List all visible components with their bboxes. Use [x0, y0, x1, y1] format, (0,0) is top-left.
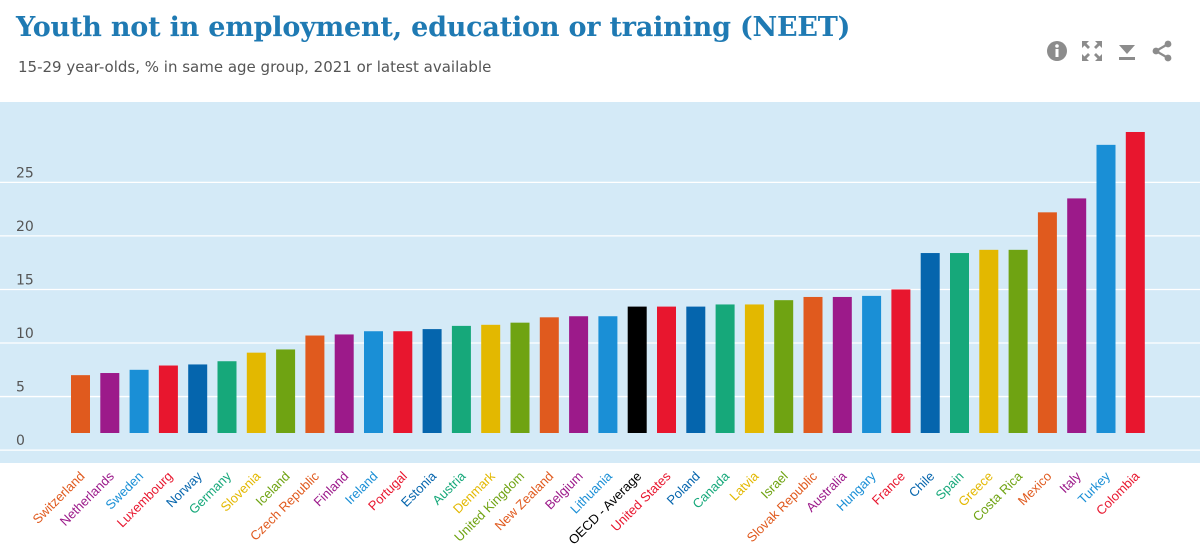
bar-denmark[interactable]: Denmark: 11.7	[481, 324, 501, 433]
bar-netherlands[interactable]: Netherlands: 7.2	[100, 373, 120, 433]
y-tick-label: 5	[16, 380, 25, 396]
download-icon	[1118, 44, 1135, 60]
info-icon	[1046, 40, 1067, 61]
bar-colombia[interactable]: Colombia: 29.7	[1125, 131, 1145, 433]
bar-latvia[interactable]: Latvia: 13.6	[744, 304, 764, 433]
chart-subtitle: 15-29 year-olds, % in same age group, 20…	[18, 58, 492, 76]
bar-estonia[interactable]: Estonia: 11.3	[422, 329, 442, 433]
y-tick-label: 10	[16, 326, 34, 342]
bar-lithuania[interactable]: Lithuania: 12.5	[598, 316, 618, 433]
y-tick-label: 0	[16, 433, 25, 449]
x-tick-label: France	[869, 469, 908, 508]
bar-belgium[interactable]: Belgium: 12.5	[569, 316, 589, 433]
bar-slovak-republic[interactable]: Slovak Republic: 14.3	[803, 296, 823, 433]
x-tick-label: Mexico	[1015, 469, 1055, 509]
share-icon	[1152, 40, 1171, 61]
bar-mexico[interactable]: Mexico: 22.2	[1037, 212, 1057, 433]
y-tick-label: 25	[16, 165, 34, 181]
x-tick-label: Chile	[906, 469, 938, 501]
bar-austria[interactable]: Austria: 11.6	[451, 325, 471, 433]
bar-portugal[interactable]: Portugal: 11.1	[393, 331, 413, 433]
bar-czech-republic[interactable]: Czech Republic: 10.7	[305, 335, 325, 433]
bar-australia[interactable]: Australia: 14.3	[832, 296, 852, 433]
y-axis-ticks: 0 5 10 15 20 25	[16, 165, 34, 449]
bars: Switzerland: 7 Netherlands: 7.2 Sweden: 7.…	[71, 131, 1145, 433]
bar-poland[interactable]: Poland: 13.4	[686, 306, 706, 433]
bar-switzerland[interactable]: Switzerland: 7	[71, 375, 90, 433]
bar-united-states[interactable]: United States: 13.4	[657, 306, 676, 433]
bar-hungary[interactable]: Hungary: 14.4	[862, 295, 882, 433]
x-axis-labels: SwitzerlandNetherlandsSwedenLuxembourgNo…	[29, 468, 1142, 547]
bar-luxembourg[interactable]: Luxembourg: 7.9	[158, 365, 178, 433]
bar-slovenia[interactable]: Slovenia: 9.1	[246, 352, 266, 433]
share-button[interactable]	[1149, 38, 1174, 63]
bar-new-zealand[interactable]: New Zealand: 12.4	[539, 317, 559, 433]
bar-spain[interactable]: Spain: 18.4	[950, 253, 969, 433]
bar-france[interactable]: France: 15	[891, 289, 911, 433]
bar-israel[interactable]: Israel: 14	[774, 300, 794, 433]
bar-turkey[interactable]: Turkey: 28.5	[1096, 144, 1116, 433]
download-button[interactable]	[1114, 38, 1139, 63]
bar-italy[interactable]: Italy: 23.5	[1067, 198, 1087, 433]
bar-norway[interactable]: Norway: 8	[188, 364, 208, 433]
bar-chile[interactable]: Chile: 18.4	[920, 253, 940, 433]
info-button[interactable]	[1044, 38, 1069, 63]
bar-oecd-average[interactable]: OECD - Average: 13.4	[627, 306, 647, 433]
y-tick-label: 15	[16, 272, 34, 288]
bar-sweden[interactable]: Sweden: 7.5	[129, 369, 149, 433]
bar-greece[interactable]: Greece: 18.7	[979, 249, 999, 433]
x-tick-label: Latvia	[726, 468, 762, 504]
expand-button[interactable]	[1079, 38, 1104, 63]
bar-finland[interactable]: Finland: 10.8	[334, 334, 354, 433]
chart-title: Youth not in employment, education or tr…	[16, 12, 851, 43]
bar-iceland[interactable]: Iceland: 9.4	[276, 349, 296, 433]
chart-toolbar	[1044, 38, 1174, 63]
expand-icon	[1081, 40, 1102, 61]
bar-costa-rica[interactable]: Costa Rica: 18.7	[1008, 249, 1028, 433]
bar-canada[interactable]: Canada: 13.6	[715, 304, 735, 433]
bar-germany[interactable]: Germany: 8.3	[217, 361, 237, 433]
bar-ireland[interactable]: Ireland: 11.1	[364, 331, 383, 433]
bar-united-kingdom[interactable]: United Kingdom: 11.9	[510, 322, 530, 433]
y-tick-label: 20	[16, 219, 34, 235]
